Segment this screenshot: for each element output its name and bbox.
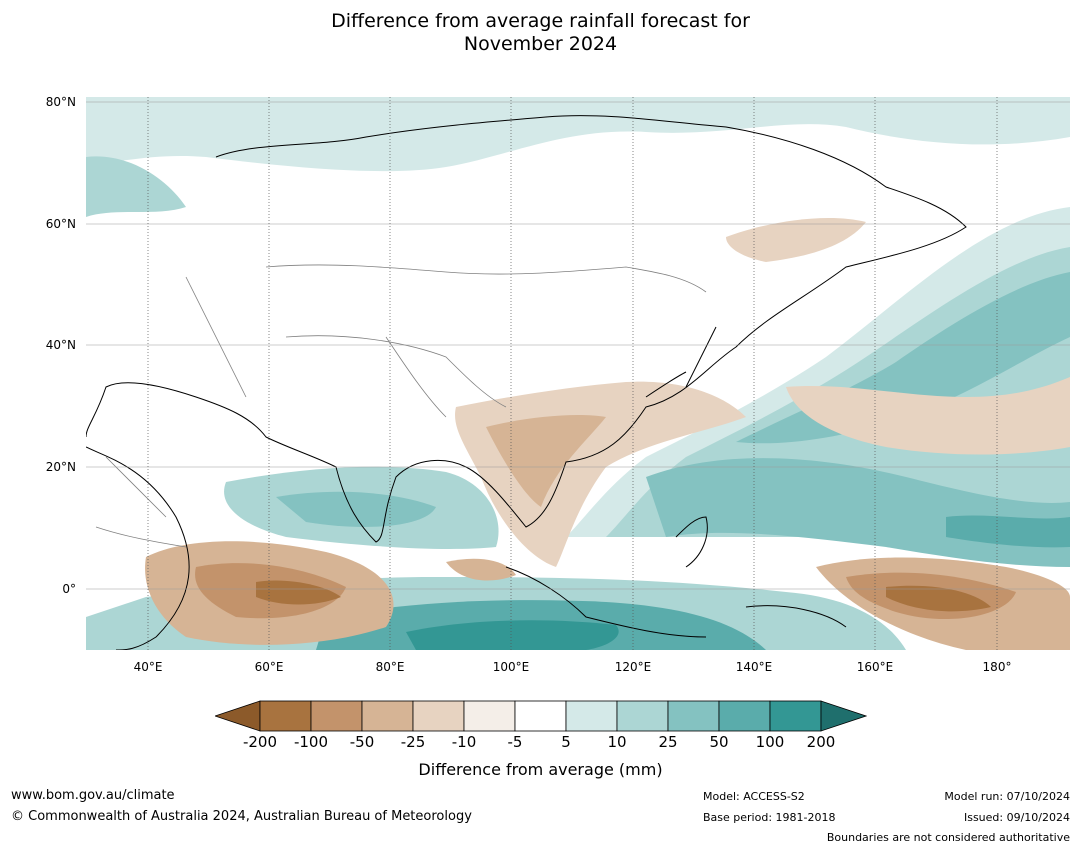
colorbar-tick-label: 5 — [561, 733, 571, 751]
wet-region-southern-band-deep — [406, 620, 619, 650]
colorbar-tick-label: -50 — [349, 733, 375, 751]
wet-region-north-pacific-core — [736, 272, 1070, 444]
colorbar — [215, 700, 867, 732]
wet-region-indian-ocean-core — [276, 491, 436, 527]
map-title: Difference from average rainfall forecas… — [0, 10, 1081, 56]
colorbar-cell — [514, 700, 567, 732]
colorbar-cells — [215, 700, 867, 732]
coastlines — [86, 115, 967, 650]
footer-url: www.bom.gov.au/climate — [11, 788, 175, 803]
colorbar-tick-label: -100 — [293, 733, 329, 751]
lon-label-40e: 40°E — [133, 660, 163, 674]
colorbar-tick-label: -200 — [242, 733, 278, 751]
colorbar-tick-label: 10 — [607, 733, 627, 751]
dry-region-kamchatka — [726, 217, 866, 262]
colorbar-tick-label: -10 — [451, 733, 477, 751]
colorbar-cell — [310, 700, 363, 732]
lon-label-180: 180° — [982, 660, 1012, 674]
colorbar-title: Difference from average (mm) — [418, 760, 663, 779]
colorbar-cell — [412, 700, 465, 732]
footer-disclaimer: Boundaries are not considered authoritat… — [826, 831, 1070, 844]
rainfall-map — [86, 97, 1070, 650]
dry-region-pacific-subtropics — [786, 377, 1070, 455]
lat-label-0: 0° — [62, 582, 76, 596]
lat-label-20n: 20°N — [45, 460, 76, 474]
lat-label-60n: 60°N — [45, 217, 76, 231]
colorbar-cell — [259, 700, 312, 732]
colorbar-cell — [667, 700, 720, 732]
dry-region-east-asia-core — [486, 415, 606, 507]
colorbar-extend-max — [820, 700, 867, 732]
footer-base-period: Base period: 1981-2018 — [703, 811, 836, 824]
colorbar-cell — [463, 700, 516, 732]
colorbar-tick-label: 100 — [755, 733, 785, 751]
lat-label-80n: 80°N — [45, 95, 76, 109]
lon-label-140e: 140°E — [735, 660, 773, 674]
footer-copyright: © Commonwealth of Australia 2024, Austra… — [11, 809, 472, 824]
longitude-gridlines — [147, 97, 998, 650]
wet-region-nw-europe — [86, 156, 186, 217]
colorbar-cell — [616, 700, 669, 732]
dry-region-africa-indian-deep — [256, 580, 341, 605]
footer-model: Model: ACCESS-S2 — [703, 790, 805, 803]
lon-label-80e: 80°E — [375, 660, 405, 674]
footer-issued: Issued: 09/10/2024 — [963, 811, 1070, 824]
lon-label-100e: 100°E — [492, 660, 530, 674]
colorbar-tick-label: 50 — [709, 733, 729, 751]
colorbar-tick-label: 25 — [658, 733, 678, 751]
country-boundaries — [95, 264, 707, 548]
latitude-gridlines — [86, 101, 1070, 590]
colorbar-tick-label: -5 — [507, 733, 523, 751]
colorbar-cell — [769, 700, 822, 732]
colorbar-extend-min — [215, 700, 261, 732]
map-canvas — [86, 97, 1070, 650]
title-line-1: Difference from average rainfall forecas… — [331, 10, 750, 32]
colorbar-cell — [361, 700, 414, 732]
lat-label-40n: 40°N — [45, 338, 76, 352]
colorbar-cell — [565, 700, 618, 732]
lon-label-120e: 120°E — [614, 660, 652, 674]
wet-region-tropical-pacific-core — [946, 515, 1070, 548]
title-line-2: November 2024 — [463, 33, 618, 55]
colorbar-cell — [718, 700, 771, 732]
dry-region-east-pacific-deep — [886, 585, 991, 612]
dry-region-sea — [446, 558, 516, 581]
footer-model-run: Model run: 07/10/2024 — [944, 790, 1070, 803]
wet-region-arctic — [86, 97, 1070, 172]
colorbar-tick-label: 200 — [806, 733, 836, 751]
colorbar-tick-label: -25 — [400, 733, 426, 751]
lon-label-160e: 160°E — [856, 660, 894, 674]
lon-label-60e: 60°E — [254, 660, 284, 674]
